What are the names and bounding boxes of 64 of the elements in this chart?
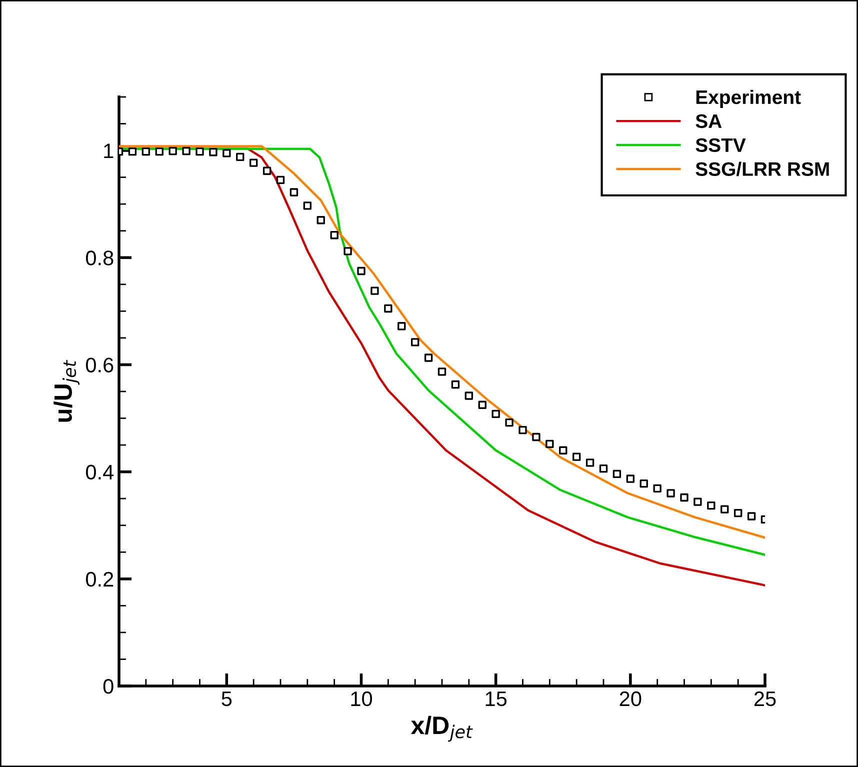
point [572,452,581,461]
point [707,501,716,510]
legend-label: SA [696,114,722,128]
point [438,368,446,376]
point [518,426,527,434]
y-axis-title: u/U$_{jet}$ [54,360,80,422]
point [357,266,366,276]
point [276,176,285,184]
point [666,489,675,498]
point [464,392,474,400]
point [222,149,231,158]
legend-label: SSTV [696,138,746,152]
y-tick-label: 1 [104,144,114,158]
point [612,470,622,478]
point [142,147,150,156]
legend-label: SSG/LRR RSM [696,162,829,176]
point [236,152,244,162]
y-tick-label: 0.8 [86,250,114,266]
x-tick-label: 5 [222,692,232,706]
point [532,432,540,442]
legend-label: Experiment [696,90,801,108]
point [599,464,608,473]
point [640,479,648,488]
point [209,148,218,156]
point [128,147,137,156]
point [196,147,204,156]
point [680,493,688,502]
point [262,166,272,175]
point [155,147,164,156]
x-axis-title: x/D$_{jet}$ [410,716,473,742]
point [316,216,325,224]
point [653,484,662,492]
point [303,202,312,210]
point [182,146,190,156]
x-tick-label: 25 [754,691,776,706]
point [290,188,298,196]
point [451,380,460,389]
point [478,400,486,409]
point [249,158,258,167]
point [747,512,756,520]
point [559,446,568,454]
point [546,440,554,448]
point [505,418,514,427]
y-tick-label: 0.6 [86,358,114,372]
point [398,322,406,330]
point [720,505,729,514]
x-tick-label: 15 [486,692,507,706]
y-tick-label: 0.4 [86,464,114,480]
point [492,410,500,418]
point [344,247,352,256]
point [168,146,177,156]
point [424,354,433,362]
point [586,458,594,467]
point [330,231,338,240]
point [694,498,702,506]
point [626,474,635,483]
y-tick-label: 0 [103,679,114,694]
point [370,286,379,295]
point [410,338,420,346]
x-tick-label: 20 [620,691,642,706]
point [734,508,742,518]
point [384,304,392,313]
y-tick-label: 0.2 [86,572,114,587]
x-tick-label: 10 [351,691,372,706]
